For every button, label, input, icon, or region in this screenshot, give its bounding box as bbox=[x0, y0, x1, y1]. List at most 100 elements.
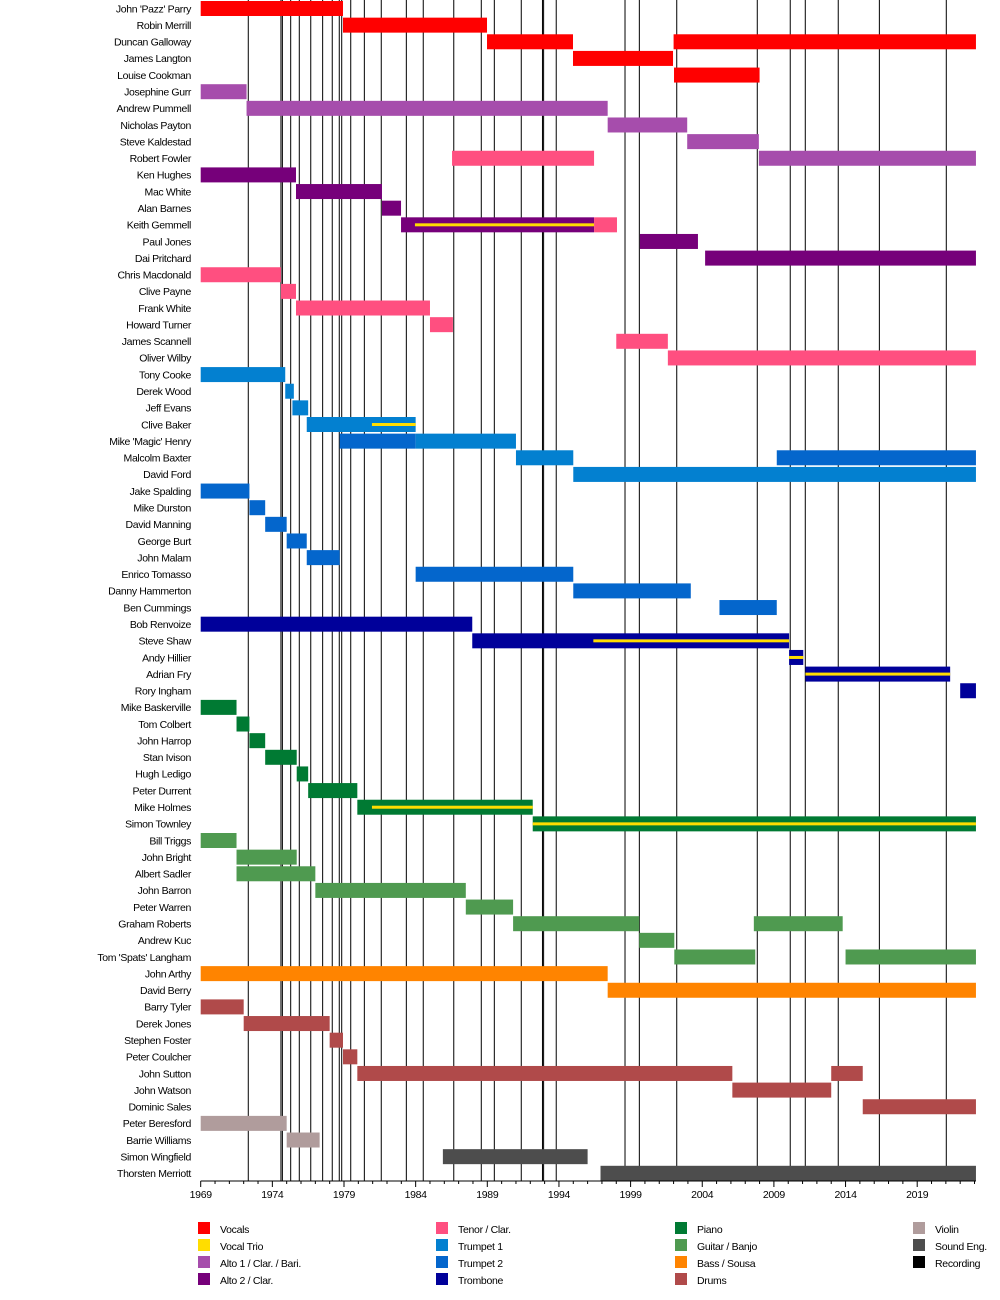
member-bar-trumpet2 bbox=[776, 450, 976, 466]
member-bar-vocals bbox=[572, 50, 674, 66]
member-name-label: Stephen Foster bbox=[124, 1035, 192, 1047]
member-bar-piano bbox=[308, 783, 358, 799]
vocal-trio-bar bbox=[805, 672, 951, 676]
member-bar-piano bbox=[296, 766, 309, 782]
member-bar-drums bbox=[200, 999, 244, 1015]
x-tick-label: 1999 bbox=[620, 1189, 643, 1201]
member-bar-tenor bbox=[200, 267, 281, 283]
member-name-label: Howard Turner bbox=[126, 319, 192, 331]
member-bar-sound bbox=[442, 1149, 588, 1165]
member-name-label: John Watson bbox=[134, 1085, 192, 1097]
member-bar-bass bbox=[200, 966, 608, 982]
member-bar-tenor bbox=[452, 150, 595, 166]
member-bar-guitar bbox=[236, 866, 316, 882]
legend-swatch-guitar bbox=[675, 1239, 687, 1251]
legend-swatch-trumpet1 bbox=[436, 1239, 448, 1251]
member-bar-trumpet1 bbox=[306, 417, 416, 432]
member-bar-trumpet1 bbox=[200, 367, 286, 383]
member-bar-guitar bbox=[465, 899, 514, 915]
member-name-label: Mike Durston bbox=[133, 503, 191, 515]
member-name-label: Dai Pritchard bbox=[135, 253, 192, 265]
legend-label-trumpet1: Trumpet 1 bbox=[458, 1241, 503, 1253]
member-bar-drums bbox=[831, 1065, 863, 1081]
legend-label-trio: Vocal Trio bbox=[220, 1241, 264, 1253]
member-bar-drums bbox=[342, 1049, 358, 1065]
member-bar-alto1 bbox=[758, 150, 976, 166]
member-name-label: Tony Cooke bbox=[139, 369, 191, 381]
member-bar-trumpet2 bbox=[200, 483, 250, 499]
legend-label-recording: Recording bbox=[935, 1258, 981, 1270]
member-bar-alto2 bbox=[381, 200, 402, 216]
member-name-label: Bob Renvoize bbox=[130, 619, 192, 631]
member-name-label: Clive Payne bbox=[139, 286, 192, 298]
legend-label-drums: Drums bbox=[697, 1275, 726, 1287]
legend-swatch-trio bbox=[198, 1239, 210, 1251]
x-axis: 1969 1974 1979 1984 1989 1994 1999 2004 2009 2014… bbox=[190, 1180, 976, 1201]
legend-label-sound: Sound Eng. bbox=[935, 1241, 987, 1253]
member-name-label: Barry Tyler bbox=[144, 1002, 192, 1014]
member-name-label: Adrian Fry bbox=[146, 669, 192, 681]
member-name-label: George Burt bbox=[138, 536, 192, 548]
member-name-label: Mike Baskerville bbox=[121, 702, 192, 714]
member-bar-alto1 bbox=[687, 134, 759, 150]
x-tick-label: 1984 bbox=[405, 1189, 428, 1201]
member-name-label: Andrew Kuc bbox=[138, 935, 191, 947]
x-tick-label: 2009 bbox=[763, 1189, 786, 1201]
member-name-label: James Scannell bbox=[122, 336, 191, 348]
vocal-trio-bar bbox=[593, 639, 790, 643]
member-name-label: Louise Cookman bbox=[117, 70, 191, 82]
member-bar-vocals bbox=[673, 34, 976, 50]
vocal-trio-bar bbox=[414, 223, 595, 227]
member-bar-guitar bbox=[200, 833, 237, 848]
member-name-label: John Bright bbox=[142, 852, 192, 864]
member-bar-drums bbox=[329, 1032, 343, 1048]
member-bar-drums bbox=[243, 1016, 330, 1032]
vocal-trio-bar bbox=[532, 822, 976, 826]
legend-label-bass: Bass / Sousa bbox=[697, 1258, 756, 1270]
member-bar-vocals bbox=[674, 67, 760, 83]
x-tick-label: 1994 bbox=[548, 1189, 571, 1201]
legend-label-alto1: Alto 1 / Clar. / Bari. bbox=[220, 1258, 301, 1270]
member-name-label: Duncan Galloway bbox=[114, 37, 192, 49]
legend-swatch-sound bbox=[913, 1239, 925, 1251]
member-name-label: Ken Hughes bbox=[137, 170, 191, 182]
member-name-label: John Harrop bbox=[137, 735, 191, 747]
member-name-label: Thorsten Merriott bbox=[117, 1168, 191, 1180]
member-bar-trombone bbox=[200, 616, 473, 632]
legend-swatch-alto2 bbox=[198, 1273, 210, 1285]
legend-swatch-tenor bbox=[436, 1222, 448, 1234]
legend-swatch-trombone bbox=[436, 1273, 448, 1285]
member-bar-vocals bbox=[342, 17, 488, 33]
member-bar-alto2 bbox=[295, 184, 382, 200]
legend-swatch-piano bbox=[675, 1222, 687, 1234]
member-bar-alto1 bbox=[200, 84, 247, 100]
member-bar-trumpet2 bbox=[415, 566, 574, 582]
member-name-label: Tom Colbert bbox=[138, 719, 191, 731]
member-bar-trumpet2 bbox=[306, 550, 340, 566]
member-bar-alto2 bbox=[639, 233, 698, 249]
legend-label-guitar: Guitar / Banjo bbox=[697, 1241, 757, 1253]
member-name-label: Jake Spalding bbox=[130, 486, 192, 498]
x-tick-label: 2014 bbox=[834, 1189, 857, 1201]
member-bar-guitar bbox=[513, 916, 640, 932]
member-bar-tenor bbox=[616, 333, 668, 349]
member-name-label: David Ford bbox=[143, 469, 191, 481]
member-name-label: Danny Hammerton bbox=[108, 586, 191, 598]
legend-swatch-vocals bbox=[198, 1222, 210, 1234]
member-bar-tenor bbox=[667, 350, 976, 366]
x-tick-label: 2019 bbox=[906, 1189, 929, 1201]
legend-label-vocals: Vocals bbox=[220, 1224, 249, 1236]
member-bar-alto1 bbox=[607, 117, 688, 133]
vocal-trio-bar bbox=[371, 805, 533, 809]
member-bar-drums bbox=[862, 1099, 976, 1115]
member-name-label: John Barron bbox=[138, 885, 192, 897]
legend-swatch-trumpet2 bbox=[436, 1256, 448, 1268]
member-name-label: Robert Fowler bbox=[130, 153, 192, 165]
member-labels: John 'Pazz' Parry Robin Merrill Duncan Gal… bbox=[97, 3, 192, 1180]
member-name-label: John Malam bbox=[137, 552, 191, 564]
x-tick-label: 2004 bbox=[691, 1189, 714, 1201]
member-name-label: Clive Baker bbox=[141, 419, 192, 431]
member-name-label: Andy Hillier bbox=[142, 652, 192, 664]
member-name-label: Bill Triggs bbox=[149, 835, 191, 847]
member-name-label: Albert Sadler bbox=[135, 869, 192, 881]
